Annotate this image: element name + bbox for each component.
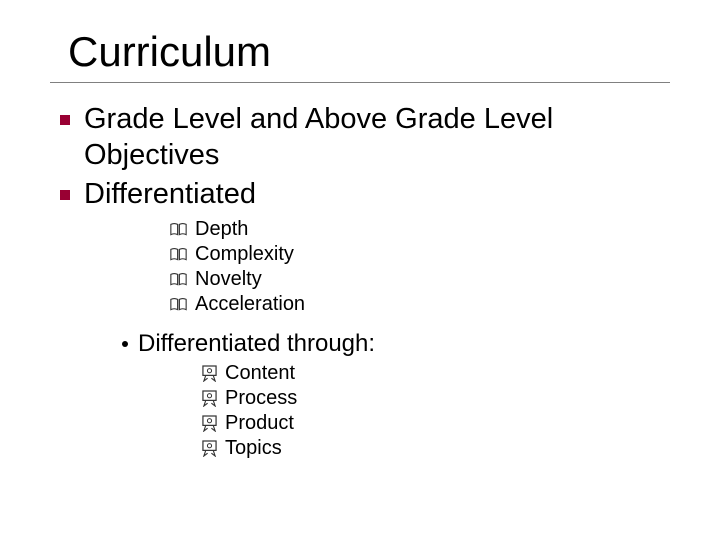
book-icon bbox=[170, 297, 187, 312]
list-item: Complexity bbox=[170, 243, 670, 266]
list-item: Grade Level and Above Grade Level Object… bbox=[60, 101, 670, 174]
bullet-text: Differentiated through: bbox=[138, 330, 375, 358]
list-item: Differentiated through: bbox=[122, 330, 670, 358]
book-icon bbox=[170, 222, 187, 237]
bullet-text: Depth bbox=[195, 218, 248, 241]
bullet-text: Novelty bbox=[195, 268, 262, 291]
dot-bullet-icon bbox=[122, 341, 128, 347]
list-item: Product bbox=[202, 412, 670, 435]
bullet-list-level1: Grade Level and Above Grade Level Object… bbox=[60, 101, 670, 212]
square-bullet-icon bbox=[60, 115, 70, 125]
bullet-list-level2: Depth Complexity Novelty bbox=[170, 218, 670, 316]
book-icon bbox=[170, 272, 187, 287]
bullet-text: Product bbox=[225, 412, 294, 435]
bullet-text: Grade Level and Above Grade Level Object… bbox=[84, 101, 670, 174]
list-item: Topics bbox=[202, 437, 670, 460]
bullet-text: Content bbox=[225, 362, 295, 385]
bullet-text: Differentiated bbox=[84, 176, 256, 212]
list-item: Novelty bbox=[170, 268, 670, 291]
slide-title: Curriculum bbox=[50, 28, 670, 76]
title-underline: Curriculum bbox=[50, 28, 670, 83]
book-icon bbox=[170, 247, 187, 262]
bullet-text: Topics bbox=[225, 437, 282, 460]
ribbon-icon bbox=[202, 365, 217, 382]
list-item: Process bbox=[202, 387, 670, 410]
list-item: Content bbox=[202, 362, 670, 385]
slide: Curriculum Grade Level and Above Grade L… bbox=[0, 0, 720, 540]
ribbon-icon bbox=[202, 390, 217, 407]
square-bullet-icon bbox=[60, 190, 70, 200]
bullet-text: Acceleration bbox=[195, 293, 305, 316]
bullet-list-level3: Content Process Product Topic bbox=[202, 362, 670, 460]
list-item: Acceleration bbox=[170, 293, 670, 316]
bullet-text: Complexity bbox=[195, 243, 294, 266]
list-item: Depth bbox=[170, 218, 670, 241]
ribbon-icon bbox=[202, 440, 217, 457]
bullet-text: Process bbox=[225, 387, 297, 410]
ribbon-icon bbox=[202, 415, 217, 432]
list-item: Differentiated bbox=[60, 176, 670, 212]
